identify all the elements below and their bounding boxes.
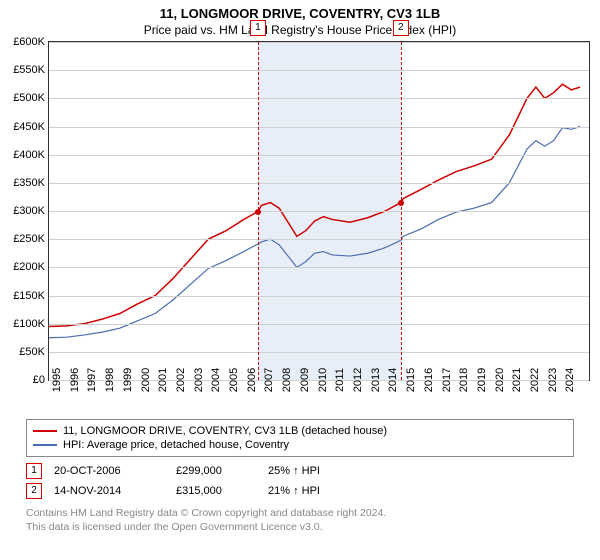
- event-badge: 1: [250, 20, 266, 36]
- chart-title: 11, LONGMOOR DRIVE, COVENTRY, CV3 1LB: [0, 0, 600, 21]
- transaction-price: £315,000: [176, 485, 256, 497]
- transaction-price: £299,000: [176, 465, 256, 477]
- transaction-date: 20-OCT-2006: [54, 465, 164, 477]
- transaction-date: 14-NOV-2014: [54, 485, 164, 497]
- chart-area: £0£50K£100K£150K£200K£250K£300K£350K£400…: [48, 41, 590, 413]
- y-axis-label: £350K: [13, 177, 49, 189]
- grid-line: [49, 296, 589, 297]
- transaction-marker: [398, 200, 404, 206]
- grid-line: [49, 352, 589, 353]
- x-axis-label: 2006: [244, 368, 258, 392]
- grid-line: [49, 42, 589, 43]
- grid-line: [49, 70, 589, 71]
- legend-swatch: [33, 444, 57, 446]
- grid-line: [49, 127, 589, 128]
- y-axis-label: £100K: [13, 318, 49, 330]
- x-axis-label: 2002: [173, 368, 187, 392]
- grid-line: [49, 211, 589, 212]
- grid-line: [49, 155, 589, 156]
- y-axis-label: £250K: [13, 233, 49, 245]
- grid-line: [49, 183, 589, 184]
- series-line: [49, 84, 580, 326]
- x-axis-label: 2020: [492, 368, 506, 392]
- y-axis-label: £0: [33, 374, 49, 386]
- y-axis-label: £50K: [19, 346, 49, 358]
- grid-line: [49, 267, 589, 268]
- transaction-pct: 25% ↑ HPI: [268, 465, 368, 477]
- x-axis-label: 1997: [84, 368, 98, 392]
- y-axis-label: £150K: [13, 290, 49, 302]
- event-line: [401, 42, 402, 380]
- x-axis-label: 2014: [385, 368, 399, 392]
- footer-line: This data is licensed under the Open Gov…: [26, 521, 574, 535]
- transaction-pct: 21% ↑ HPI: [268, 485, 368, 497]
- x-axis-label: 2008: [279, 368, 293, 392]
- legend-label: 11, LONGMOOR DRIVE, COVENTRY, CV3 1LB (d…: [63, 425, 387, 437]
- x-axis-label: 2022: [527, 368, 541, 392]
- legend-label: HPI: Average price, detached house, Cove…: [63, 439, 289, 451]
- x-axis-label: 1999: [120, 368, 134, 392]
- event-badge: 2: [393, 20, 409, 36]
- legend-item: HPI: Average price, detached house, Cove…: [33, 438, 567, 452]
- x-axis-label: 2012: [350, 368, 364, 392]
- y-axis-label: £450K: [13, 121, 49, 133]
- x-axis-label: 1995: [49, 368, 63, 392]
- y-axis-label: £400K: [13, 149, 49, 161]
- y-axis-label: £200K: [13, 261, 49, 273]
- x-axis-label: 2007: [261, 368, 275, 392]
- x-axis-label: 2009: [297, 368, 311, 392]
- x-axis-label: 2004: [208, 368, 222, 392]
- grid-line: [49, 324, 589, 325]
- x-axis-label: 2000: [138, 368, 152, 392]
- grid-line: [49, 98, 589, 99]
- x-axis-label: 2003: [191, 368, 205, 392]
- x-axis-label: 2013: [368, 368, 382, 392]
- x-axis-label: 2010: [315, 368, 329, 392]
- chart-subtitle: Price paid vs. HM Land Registry's House …: [0, 21, 600, 41]
- transaction-table: 1 20-OCT-2006 £299,000 25% ↑ HPI 2 14-NOV-201…: [0, 461, 600, 501]
- transaction-badge: 2: [26, 483, 42, 499]
- x-axis-label: 2024: [562, 368, 576, 392]
- transaction-row: 1 20-OCT-2006 £299,000 25% ↑ HPI: [0, 461, 600, 481]
- grid-line: [49, 239, 589, 240]
- x-axis-label: 2015: [403, 368, 417, 392]
- x-axis-label: 2017: [439, 368, 453, 392]
- plot-area: £0£50K£100K£150K£200K£250K£300K£350K£400…: [48, 41, 590, 381]
- x-axis-label: 1998: [102, 368, 116, 392]
- x-axis-label: 2018: [456, 368, 470, 392]
- transaction-badge: 1: [26, 463, 42, 479]
- legend-item: 11, LONGMOOR DRIVE, COVENTRY, CV3 1LB (d…: [33, 424, 567, 438]
- x-axis-label: 2011: [332, 368, 346, 392]
- x-axis-label: 2023: [545, 368, 559, 392]
- footer-attribution: Contains HM Land Registry data © Crown c…: [0, 501, 600, 534]
- y-axis-label: £600K: [13, 36, 49, 48]
- x-axis-label: 1996: [67, 368, 81, 392]
- x-axis-label: 2001: [155, 368, 169, 392]
- x-axis-label: 2021: [509, 368, 523, 392]
- legend-box: 11, LONGMOOR DRIVE, COVENTRY, CV3 1LB (d…: [26, 419, 574, 457]
- legend-swatch: [33, 430, 57, 432]
- transaction-row: 2 14-NOV-2014 £315,000 21% ↑ HPI: [0, 481, 600, 501]
- x-axis-label: 2016: [421, 368, 435, 392]
- x-axis-label: 2019: [474, 368, 488, 392]
- footer-line: Contains HM Land Registry data © Crown c…: [26, 507, 574, 521]
- y-axis-label: £500K: [13, 92, 49, 104]
- y-axis-label: £300K: [13, 205, 49, 217]
- y-axis-label: £550K: [13, 64, 49, 76]
- transaction-marker: [255, 209, 261, 215]
- series-line: [49, 127, 580, 338]
- x-axis-label: 2005: [226, 368, 240, 392]
